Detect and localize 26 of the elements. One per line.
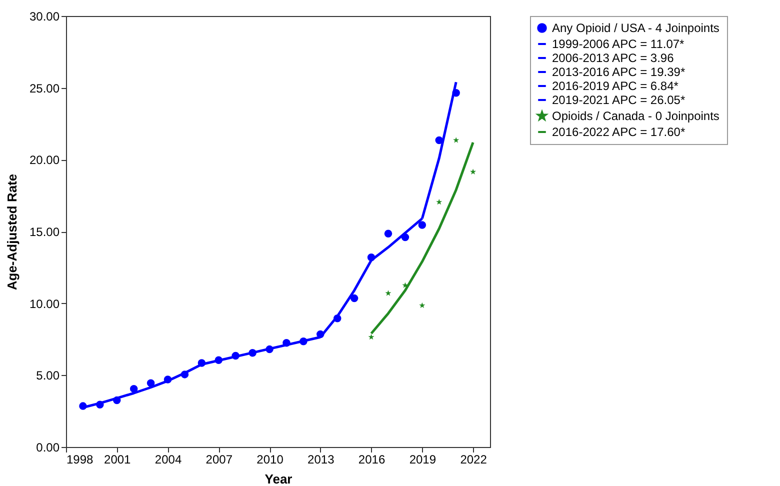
legend-label: 2013-2016 APC = 19.39* [552,65,686,79]
legend-label: 2019-2021 APC = 26.05* [552,93,686,107]
y-tick-label: 10.00 [29,296,60,311]
legend-label: Any Opioid / USA - 4 Joinpoints [552,21,720,35]
x-tick-label: 2001 [104,452,132,466]
x-tick-label: 2013 [308,452,335,466]
x-tick-label: 2019 [409,452,436,466]
x-tick-label: 2004 [154,452,182,466]
x-tick-label: 2007 [206,452,233,466]
y-tick-label: 30.00 [29,10,60,24]
legend-label: 1999-2006 APC = 11.07* [552,37,685,51]
y-axis-title: Age-Adjusted Rate [4,174,20,290]
y-tick-label: 25.00 [29,81,60,96]
y-tick-label: 15.00 [29,225,60,239]
legend-label: 2016-2022 APC = 17.60* [552,125,686,139]
y-tick-label: 5.00 [36,368,60,383]
legend-label: Opioids / Canada - 0 Joinpoints [552,109,720,123]
legend-label: 2016-2019 APC = 6.84* [552,79,679,93]
x-tick-label: 2022 [460,452,488,466]
y-tick-label: 20.00 [29,153,60,168]
x-tick-label: 2010 [256,452,284,466]
x-axis-title: Year [264,472,292,486]
x-tick-label: 2016 [358,452,386,466]
legend-label: 2006-2013 APC = 3.96 [552,51,674,65]
y-tick-label: 0.00 [36,440,60,454]
x-tick-label: 1998 [66,452,94,466]
